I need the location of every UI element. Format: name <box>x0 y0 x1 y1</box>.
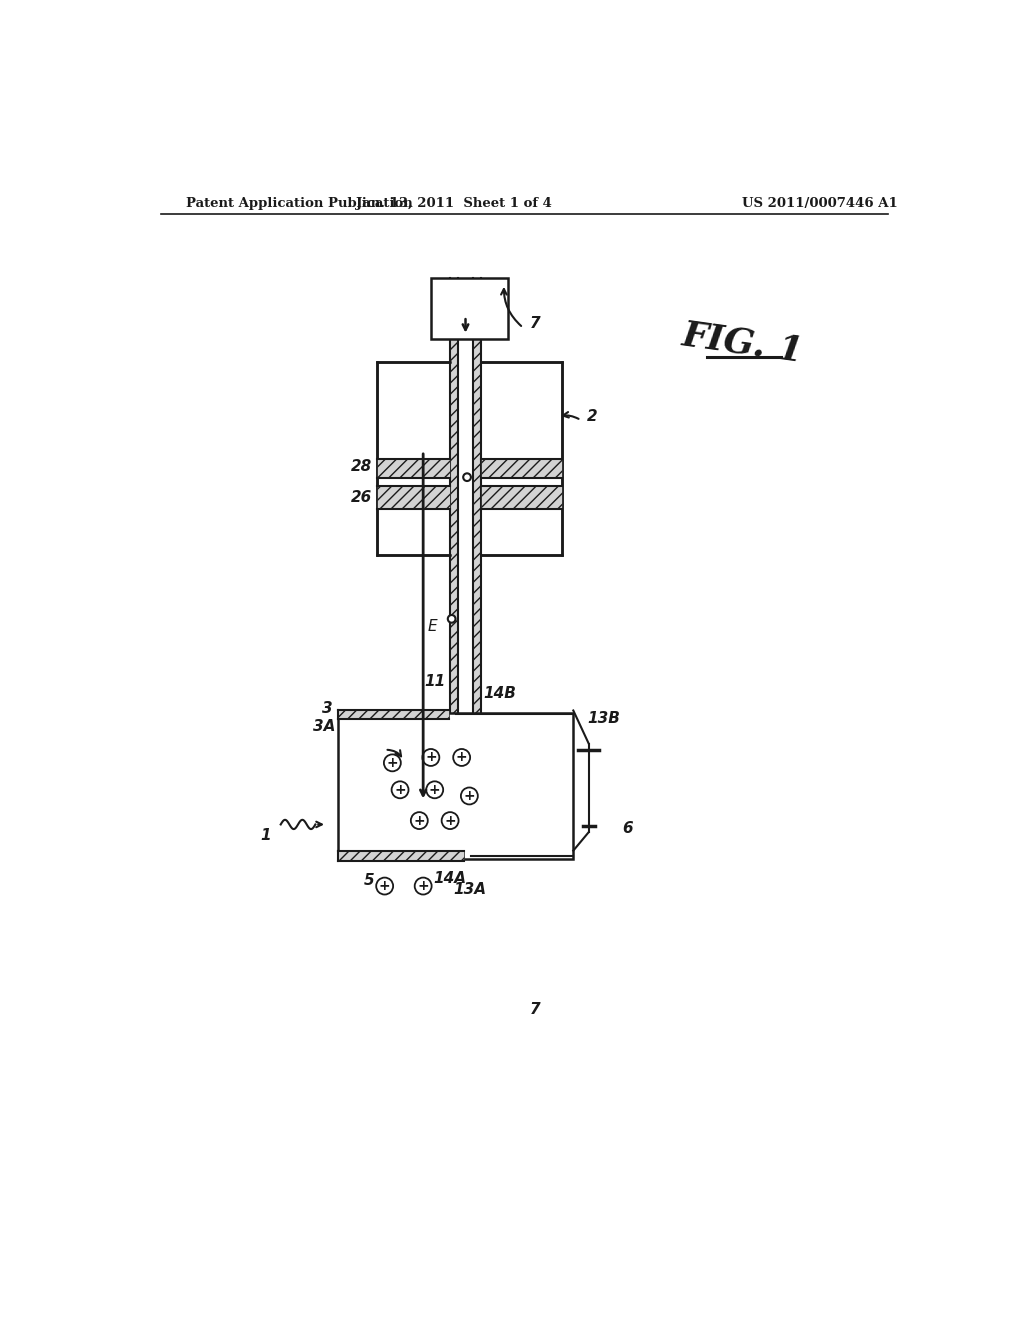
Circle shape <box>454 748 470 766</box>
Bar <box>481 486 562 508</box>
Circle shape <box>391 781 409 799</box>
Text: 28: 28 <box>351 459 372 474</box>
Text: +: + <box>444 813 456 828</box>
Circle shape <box>384 755 400 771</box>
Text: +: + <box>464 789 475 803</box>
Text: 26: 26 <box>351 490 372 504</box>
Text: 3: 3 <box>322 701 332 717</box>
Text: 2: 2 <box>587 409 598 424</box>
Text: +: + <box>559 743 571 759</box>
Bar <box>377 459 451 478</box>
Text: 13A: 13A <box>453 882 485 898</box>
Bar <box>481 459 562 478</box>
Text: +: + <box>394 783 406 797</box>
Text: 13B: 13B <box>588 711 621 726</box>
Circle shape <box>426 781 443 799</box>
Text: 6: 6 <box>622 821 633 836</box>
Text: 7: 7 <box>529 1002 540 1016</box>
Text: FIG. 1: FIG. 1 <box>680 318 806 368</box>
Text: 14B: 14B <box>483 686 516 701</box>
Bar <box>377 486 451 508</box>
Circle shape <box>411 812 428 829</box>
Text: +: + <box>456 751 468 764</box>
Bar <box>431 277 508 339</box>
Circle shape <box>415 878 432 895</box>
Text: 1: 1 <box>260 829 270 843</box>
Text: 11: 11 <box>424 675 445 689</box>
Text: 5: 5 <box>364 873 375 888</box>
Circle shape <box>441 812 459 829</box>
Circle shape <box>461 788 478 804</box>
Text: 14A: 14A <box>433 871 467 886</box>
Text: E: E <box>428 619 437 634</box>
Circle shape <box>447 615 456 623</box>
Text: +: + <box>418 879 429 894</box>
Text: +: + <box>414 813 425 828</box>
Text: 3A: 3A <box>313 719 336 734</box>
Text: Jan. 13, 2011  Sheet 1 of 4: Jan. 13, 2011 Sheet 1 of 4 <box>356 197 552 210</box>
Bar <box>377 363 562 554</box>
Text: −: − <box>557 816 571 833</box>
Text: Patent Application Publication: Patent Application Publication <box>186 197 413 210</box>
Text: 8: 8 <box>481 784 492 799</box>
Circle shape <box>422 748 439 766</box>
Circle shape <box>463 474 471 480</box>
Circle shape <box>376 878 393 895</box>
Text: 20: 20 <box>362 742 384 758</box>
Text: US 2011/0007446 A1: US 2011/0007446 A1 <box>741 197 898 210</box>
Bar <box>458 277 473 721</box>
Bar <box>451 277 458 721</box>
Bar <box>339 851 464 861</box>
Text: +: + <box>386 756 398 770</box>
Text: +: + <box>379 879 390 894</box>
Bar <box>339 710 449 719</box>
Bar <box>339 713 573 859</box>
Text: 4: 4 <box>494 722 504 738</box>
Text: 21: 21 <box>362 775 384 789</box>
Bar <box>473 277 481 721</box>
Text: +: + <box>425 751 436 764</box>
Text: +: + <box>429 783 440 797</box>
Text: 7: 7 <box>529 317 540 331</box>
